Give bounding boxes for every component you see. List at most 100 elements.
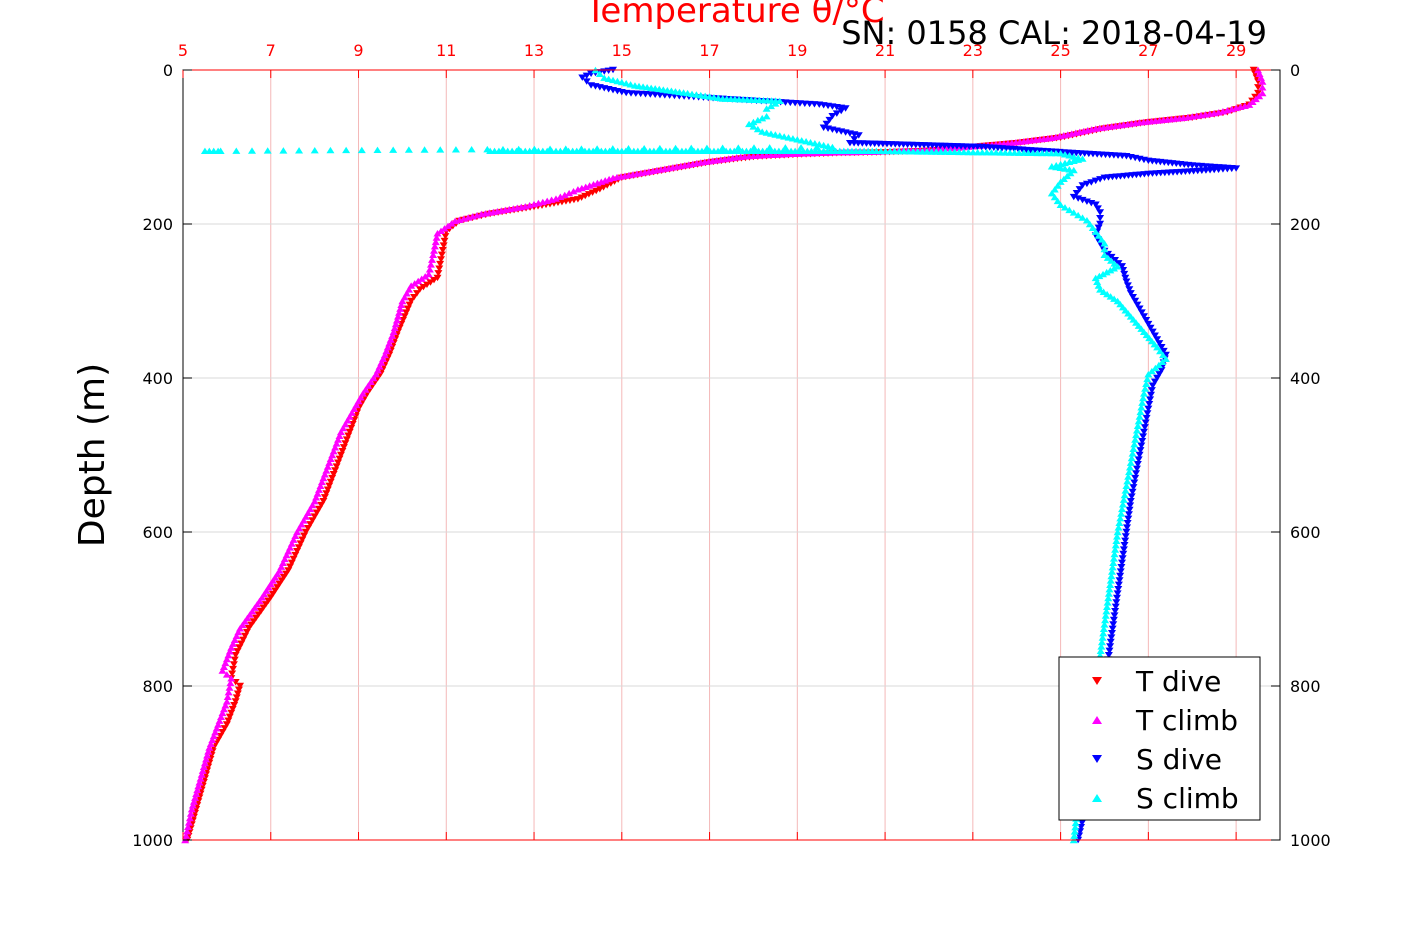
y-tick-label-left: 400 bbox=[142, 369, 173, 388]
data-point bbox=[1096, 209, 1105, 216]
interpolated-point bbox=[434, 270, 443, 277]
data-point bbox=[1161, 355, 1170, 362]
interpolated-point bbox=[1123, 477, 1132, 485]
interpolated-point bbox=[1096, 215, 1105, 222]
interpolated-point bbox=[1240, 102, 1249, 109]
interpolated-point bbox=[1132, 431, 1141, 439]
interpolated-point bbox=[338, 447, 347, 455]
interpolated-point bbox=[1109, 616, 1118, 624]
interpolated-point bbox=[1102, 603, 1111, 610]
legend-label: S climb bbox=[1136, 782, 1239, 815]
interpolated-point bbox=[1128, 488, 1137, 496]
interpolated-point bbox=[1107, 572, 1116, 580]
data-point bbox=[433, 230, 442, 237]
interpolated-point bbox=[247, 621, 256, 629]
interpolated-point bbox=[1255, 92, 1264, 100]
interpolated-point bbox=[233, 648, 242, 655]
interpolated-point bbox=[242, 628, 251, 636]
interpolated-point bbox=[1056, 160, 1065, 168]
interpolated-point bbox=[403, 305, 412, 312]
interpolated-point bbox=[241, 632, 250, 640]
interpolated-point bbox=[1071, 823, 1080, 831]
interpolated-point bbox=[230, 656, 239, 664]
interpolated-point bbox=[263, 147, 272, 154]
interpolated-point bbox=[1132, 427, 1141, 434]
data-point bbox=[762, 105, 771, 112]
x-tick-label: 25 bbox=[1050, 41, 1070, 60]
interpolated-point bbox=[1124, 473, 1133, 480]
interpolated-point bbox=[373, 146, 382, 153]
interpolated-point bbox=[1098, 634, 1107, 641]
interpolated-point bbox=[1139, 313, 1148, 320]
data-point bbox=[1056, 201, 1065, 208]
interpolated-point bbox=[420, 146, 429, 153]
interpolated-point bbox=[429, 247, 438, 254]
interpolated-point bbox=[1254, 84, 1263, 91]
data-point bbox=[1135, 305, 1144, 312]
interpolated-point bbox=[538, 198, 547, 206]
interpolated-point bbox=[451, 146, 460, 153]
data-point bbox=[415, 286, 424, 293]
interpolated-point bbox=[1102, 608, 1111, 615]
interpolated-point bbox=[1141, 419, 1150, 426]
interpolated-point bbox=[1125, 468, 1134, 476]
interpolated-point bbox=[435, 265, 444, 272]
data-point bbox=[578, 74, 587, 81]
interpolated-point bbox=[1088, 224, 1097, 232]
data-point bbox=[1139, 390, 1148, 397]
data-point bbox=[244, 625, 253, 632]
interpolated-point bbox=[1140, 424, 1149, 431]
data-point bbox=[345, 428, 354, 436]
interpolated-point bbox=[1113, 533, 1122, 540]
data-point bbox=[477, 210, 486, 218]
data-point bbox=[284, 567, 293, 574]
data-point bbox=[762, 113, 771, 120]
data-point bbox=[1091, 228, 1100, 235]
data-point bbox=[1091, 201, 1100, 208]
x-tick-label: 29 bbox=[1226, 41, 1246, 60]
interpolated-point bbox=[1116, 568, 1125, 575]
data-point bbox=[266, 594, 275, 601]
interpolated-point bbox=[1063, 172, 1072, 180]
interpolated-point bbox=[394, 313, 403, 320]
interpolated-point bbox=[437, 227, 446, 234]
interpolated-point bbox=[1069, 157, 1078, 164]
interpolated-point bbox=[1134, 417, 1143, 425]
interpolated-point bbox=[310, 146, 319, 154]
data-point bbox=[1139, 428, 1148, 436]
interpolated-point bbox=[224, 717, 233, 724]
interpolated-point bbox=[271, 587, 280, 594]
data-point bbox=[1047, 190, 1056, 197]
interpolated-point bbox=[1103, 254, 1112, 261]
interpolated-point bbox=[286, 563, 295, 570]
interpolated-point bbox=[225, 713, 234, 720]
data-point bbox=[433, 274, 442, 282]
interpolated-point bbox=[194, 782, 203, 790]
interpolated-point bbox=[1099, 630, 1108, 637]
interpolated-point bbox=[438, 246, 447, 254]
interpolated-point bbox=[366, 378, 375, 386]
data-point bbox=[1135, 451, 1144, 459]
interpolated-point bbox=[1121, 487, 1130, 494]
interpolated-point bbox=[1151, 364, 1160, 372]
interpolated-point bbox=[1050, 186, 1059, 193]
interpolated-point bbox=[718, 144, 727, 151]
interpolated-point bbox=[1133, 461, 1142, 468]
interpolated-point bbox=[582, 72, 591, 79]
data-point bbox=[600, 74, 609, 81]
y-tick-label-right: 0 bbox=[1290, 61, 1300, 80]
interpolated-point bbox=[339, 444, 348, 451]
interpolated-point bbox=[1101, 616, 1110, 624]
interpolated-point bbox=[1120, 542, 1129, 549]
axes: 5 7 9 11 13 15 17 19 21 23 25 27 29 0 0 200 200 400 400 600… bbox=[132, 41, 1330, 850]
interpolated-point bbox=[439, 242, 448, 249]
interpolated-point bbox=[249, 618, 258, 625]
data-point bbox=[1135, 413, 1144, 420]
data-point bbox=[595, 186, 604, 193]
interpolated-point bbox=[1111, 546, 1120, 553]
interpolated-point bbox=[444, 222, 453, 230]
interpolated-point bbox=[604, 75, 613, 82]
interpolated-point bbox=[296, 540, 305, 547]
interpolated-point bbox=[1107, 257, 1116, 264]
